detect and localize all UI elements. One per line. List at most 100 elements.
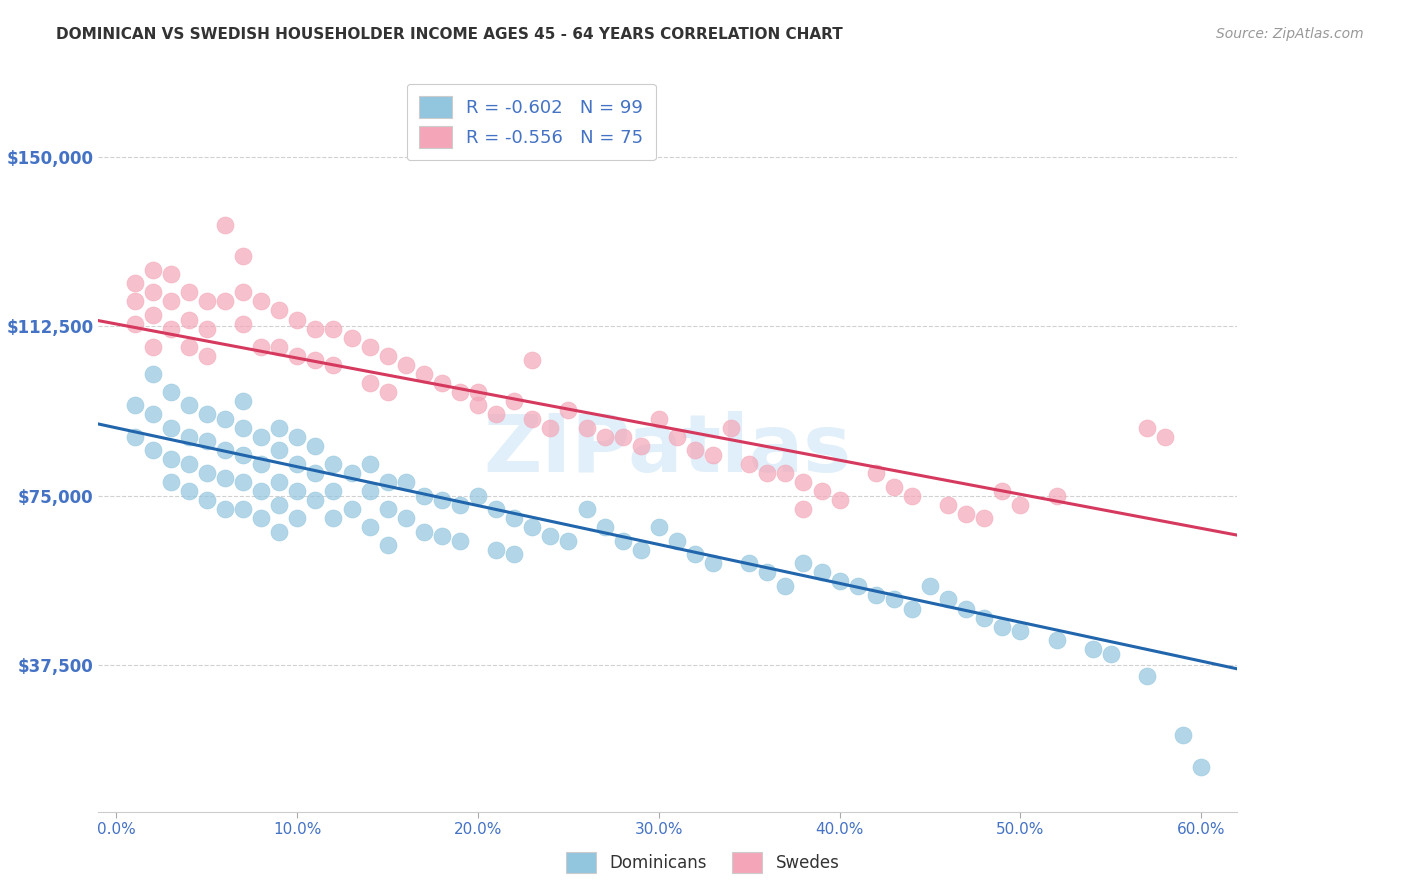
Point <box>522 353 544 368</box>
Point <box>377 384 399 399</box>
Point <box>430 376 453 390</box>
Point <box>738 457 761 471</box>
Point <box>285 484 308 499</box>
Point <box>612 533 634 548</box>
Point <box>1010 498 1032 512</box>
Point <box>485 407 508 422</box>
Point <box>846 579 869 593</box>
Point <box>340 502 363 516</box>
Point <box>630 439 652 453</box>
Point <box>1136 421 1159 435</box>
Point <box>232 502 254 516</box>
Point <box>159 384 181 399</box>
Point <box>828 493 851 508</box>
Point <box>195 349 218 363</box>
Point <box>702 557 724 571</box>
Point <box>810 566 832 580</box>
Point <box>232 448 254 462</box>
Point <box>159 294 181 309</box>
Point <box>395 475 418 489</box>
Point <box>395 358 418 372</box>
Point <box>214 443 236 458</box>
Point <box>322 358 344 372</box>
Point <box>901 489 924 503</box>
Point <box>503 393 526 408</box>
Point <box>430 529 453 543</box>
Point <box>214 294 236 309</box>
Point <box>775 466 797 480</box>
Point <box>195 493 218 508</box>
Point <box>467 489 489 503</box>
Point <box>412 524 434 539</box>
Point <box>159 268 181 282</box>
Point <box>412 489 434 503</box>
Point <box>377 502 399 516</box>
Point <box>1045 633 1067 648</box>
Point <box>304 466 326 480</box>
Point <box>377 538 399 552</box>
Point <box>232 285 254 300</box>
Point <box>612 430 634 444</box>
Point <box>955 507 977 521</box>
Point <box>250 511 273 525</box>
Point <box>285 511 308 525</box>
Point <box>269 421 291 435</box>
Point <box>214 412 236 426</box>
Point <box>269 303 291 318</box>
Point <box>269 498 291 512</box>
Point <box>269 475 291 489</box>
Point <box>1171 728 1194 742</box>
Point <box>936 498 959 512</box>
Point <box>828 574 851 589</box>
Point <box>359 376 381 390</box>
Point <box>538 529 561 543</box>
Point <box>883 592 905 607</box>
Point <box>214 502 236 516</box>
Point <box>1189 759 1212 773</box>
Point <box>177 430 200 444</box>
Point <box>340 466 363 480</box>
Point <box>142 443 165 458</box>
Point <box>304 493 326 508</box>
Point <box>269 340 291 354</box>
Point <box>630 542 652 557</box>
Point <box>865 588 887 602</box>
Point <box>142 262 165 277</box>
Point <box>177 484 200 499</box>
Point <box>214 218 236 232</box>
Point <box>865 466 887 480</box>
Point <box>1081 642 1104 657</box>
Point <box>142 407 165 422</box>
Point <box>412 367 434 381</box>
Point <box>142 308 165 322</box>
Point <box>1154 430 1177 444</box>
Point <box>955 601 977 615</box>
Point <box>1136 669 1159 683</box>
Point <box>159 475 181 489</box>
Point <box>177 398 200 412</box>
Point <box>269 443 291 458</box>
Point <box>195 434 218 449</box>
Point <box>449 498 471 512</box>
Point <box>1099 647 1122 661</box>
Point <box>449 533 471 548</box>
Point <box>756 566 779 580</box>
Point <box>648 520 671 534</box>
Point <box>538 421 561 435</box>
Point <box>522 412 544 426</box>
Point <box>142 340 165 354</box>
Point <box>177 457 200 471</box>
Point <box>449 384 471 399</box>
Point <box>142 285 165 300</box>
Point <box>340 330 363 344</box>
Point <box>124 398 146 412</box>
Point <box>1045 489 1067 503</box>
Point <box>124 430 146 444</box>
Point <box>901 601 924 615</box>
Point <box>285 312 308 326</box>
Point <box>792 557 814 571</box>
Point <box>232 249 254 263</box>
Point <box>810 484 832 499</box>
Point <box>775 579 797 593</box>
Legend: R = -0.602   N = 99, R = -0.556   N = 75: R = -0.602 N = 99, R = -0.556 N = 75 <box>406 84 655 161</box>
